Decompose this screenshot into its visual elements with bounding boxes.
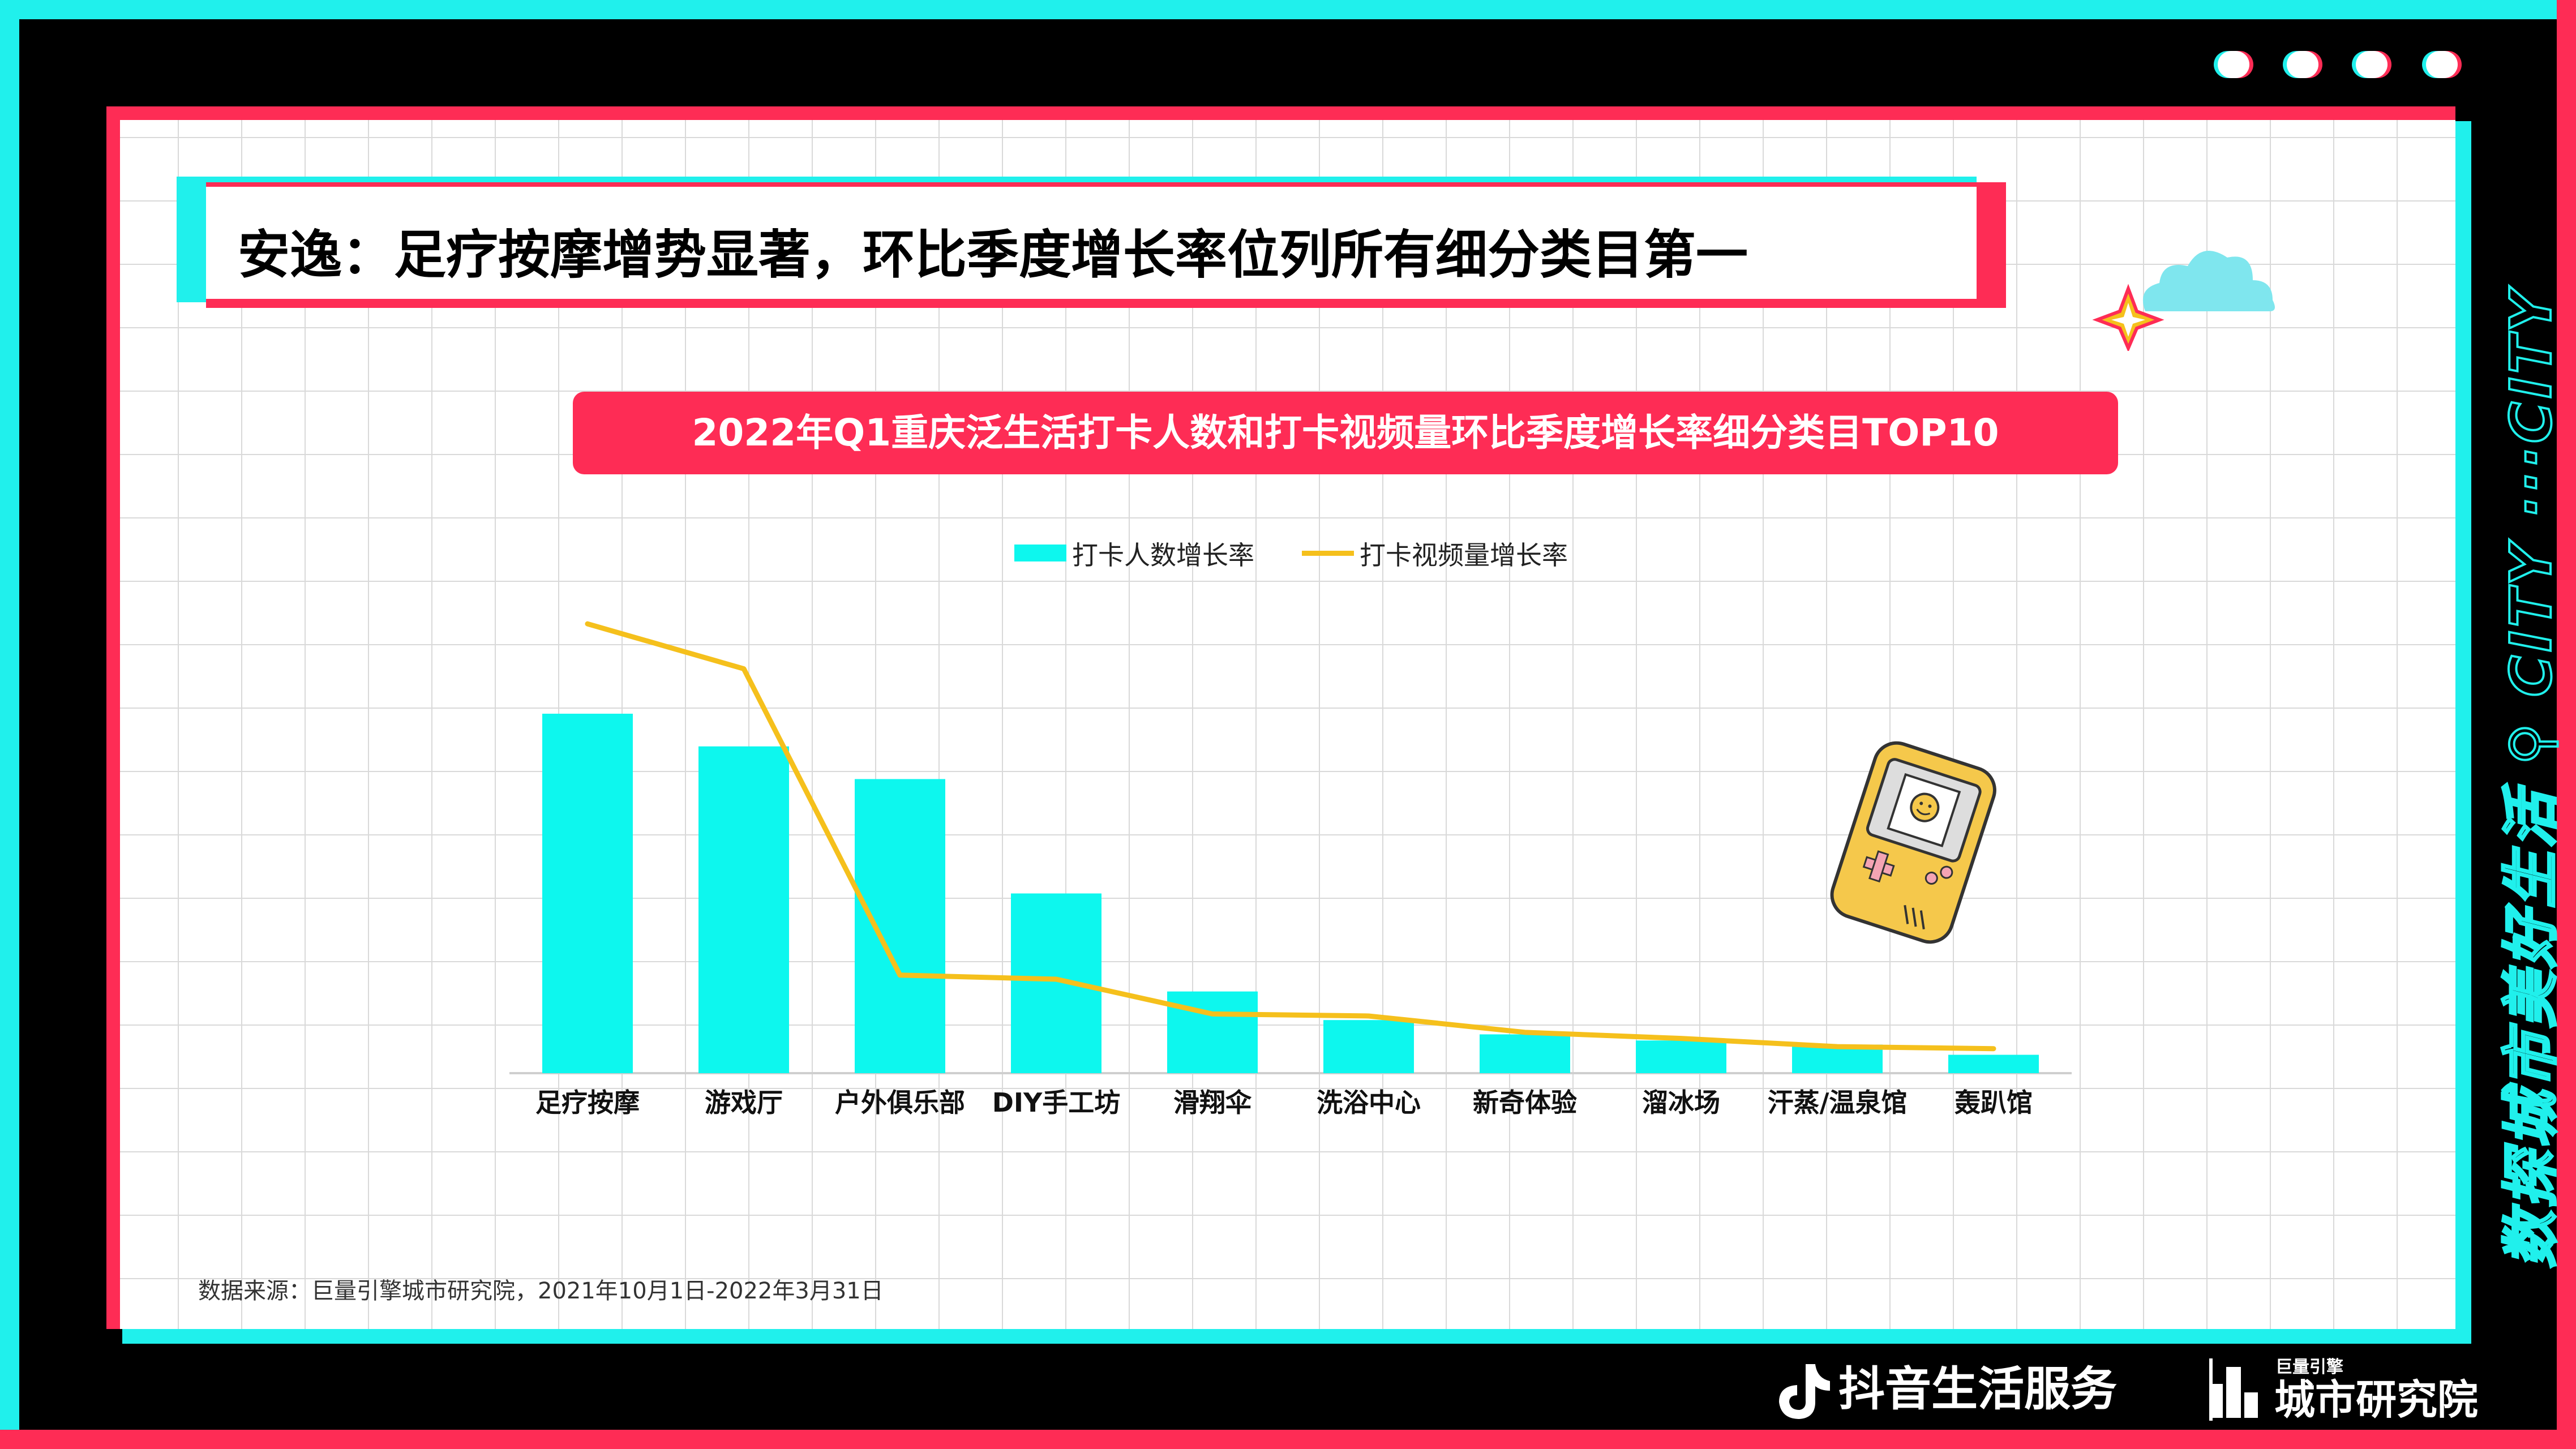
x-tick-label-5: 洗浴中心 (1317, 1087, 1421, 1118)
footer-institute-small: 巨量引擎 (2275, 1357, 2343, 1377)
side-vertical-slogan: 数探城市美好生活 ⚲ CITY ···CITY (2497, 286, 2565, 1269)
bar-0 (542, 713, 633, 1073)
city-institute-logo-icon (2209, 1367, 2258, 1418)
bar-9 (1948, 1054, 2039, 1073)
chart-title: 2022年Q1重庆泛生活打卡人数和打卡视频量环比季度增长率细分类目TOP10 (692, 411, 1999, 455)
footer-brand-douyin: 抖音生活服务 (1838, 1362, 2118, 1416)
bar-3 (1011, 893, 1101, 1073)
window-dot-3 (2356, 51, 2388, 78)
x-tick-label-1: 游戏厅 (705, 1087, 783, 1118)
x-tick-label-8: 汗蒸/温泉馆 (1768, 1087, 1908, 1118)
x-tick-label-3: DIY手工坊 (992, 1087, 1121, 1118)
cloud-sparkle-icon (2092, 251, 2275, 351)
x-tick-label-4: 滑翔伞 (1173, 1087, 1252, 1118)
bar-4 (1167, 991, 1258, 1073)
bar-7 (1636, 1040, 1726, 1073)
x-tick-label-7: 溜冰场 (1642, 1087, 1720, 1118)
douyin-logo-icon (1779, 1364, 1830, 1419)
window-dot-1 (2218, 51, 2249, 78)
frame-left-border (0, 0, 19, 1449)
x-tick-label-2: 户外俱乐部 (835, 1087, 965, 1118)
frame-right-border (2557, 0, 2576, 1449)
x-tick-label-6: 新奇体验 (1473, 1087, 1577, 1118)
legend-swatch-bar (1014, 545, 1066, 561)
window-dot-4 (2426, 51, 2458, 78)
title-box (206, 187, 1977, 299)
frame-top-border (0, 0, 2576, 19)
slide-board (120, 120, 2455, 1329)
x-tick-label-0: 足疗按摩 (535, 1087, 640, 1118)
bar-6 (1480, 1034, 1570, 1073)
legend-swatch-line (1302, 551, 1354, 556)
bar-2 (855, 779, 945, 1073)
window-dot-2 (2287, 51, 2318, 78)
x-tick-label-9: 轰趴馆 (1954, 1087, 2033, 1118)
bar-1 (698, 746, 789, 1073)
legend-label-bar: 打卡人数增长率 (1072, 540, 1254, 571)
series-line-video (585, 621, 1996, 1052)
game-console-icon (1830, 741, 1996, 944)
page-title: 安逸：足疗按摩增势显著，环比季度增长率位列所有细分类目第一 (238, 225, 1748, 285)
footer-institute-name: 城市研究院 (2274, 1376, 2479, 1424)
chart-title-pill (573, 392, 2118, 474)
data-source-note: 数据来源：巨量引擎城市研究院，2021年10月1日-2022年3月31日 (198, 1278, 884, 1304)
frame-bottom-border (0, 1430, 2576, 1449)
bar-5 (1323, 1020, 1414, 1073)
legend-label-line: 打卡视频量增长率 (1360, 540, 1568, 571)
